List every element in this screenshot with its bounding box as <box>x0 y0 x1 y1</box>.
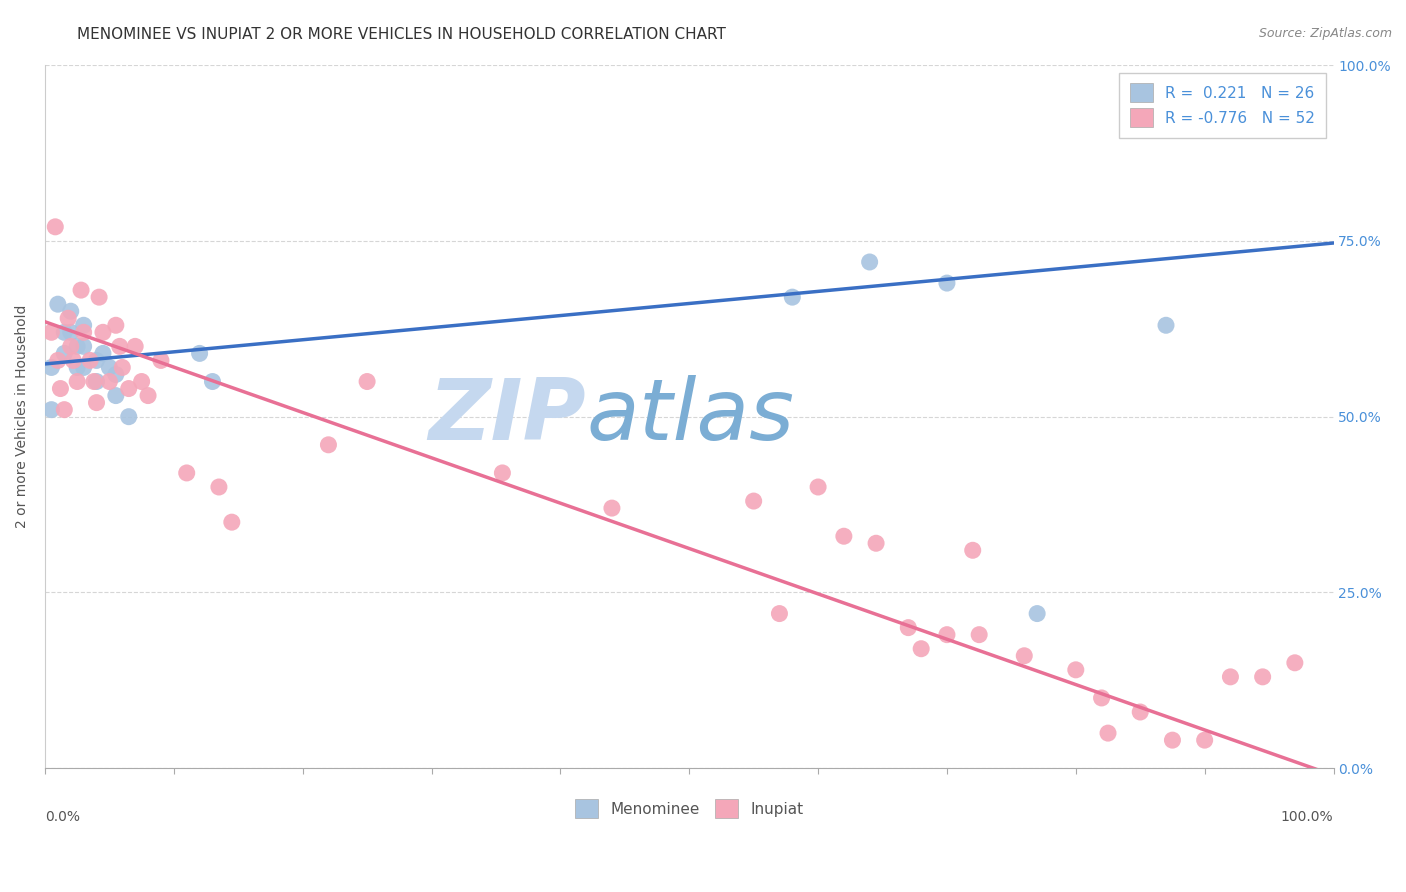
Point <box>832 529 855 543</box>
Point <box>86 353 108 368</box>
Point <box>118 409 141 424</box>
Point <box>44 219 66 234</box>
Point <box>768 607 790 621</box>
Point <box>72 318 94 333</box>
Point <box>104 388 127 402</box>
Point <box>807 480 830 494</box>
Point <box>59 326 82 340</box>
Point <box>865 536 887 550</box>
Point <box>104 318 127 333</box>
Point <box>1090 690 1112 705</box>
Point <box>742 494 765 508</box>
Point <box>1097 726 1119 740</box>
Point <box>1012 648 1035 663</box>
Point <box>967 628 990 642</box>
Point <box>62 353 84 368</box>
Point <box>66 375 89 389</box>
Point <box>72 360 94 375</box>
Point <box>356 375 378 389</box>
Point <box>87 290 110 304</box>
Text: atlas: atlas <box>586 376 794 458</box>
Point <box>131 375 153 389</box>
Point <box>124 339 146 353</box>
Point <box>79 353 101 368</box>
Text: MENOMINEE VS INUPIAT 2 OR MORE VEHICLES IN HOUSEHOLD CORRELATION CHART: MENOMINEE VS INUPIAT 2 OR MORE VEHICLES … <box>77 27 727 42</box>
Point <box>859 255 882 269</box>
Point <box>188 346 211 360</box>
Point <box>66 360 89 375</box>
Point <box>782 290 804 304</box>
Point <box>70 283 93 297</box>
Point <box>98 375 121 389</box>
Point <box>118 382 141 396</box>
Point <box>136 388 159 402</box>
Point <box>1284 656 1306 670</box>
Point <box>1026 607 1049 621</box>
Point <box>318 438 340 452</box>
Point <box>1219 670 1241 684</box>
Point <box>86 375 108 389</box>
Point <box>41 402 63 417</box>
Point <box>86 395 108 409</box>
Text: 0.0%: 0.0% <box>45 811 80 824</box>
Y-axis label: 2 or more Vehicles in Household: 2 or more Vehicles in Household <box>15 305 30 528</box>
Point <box>104 368 127 382</box>
Point <box>59 304 82 318</box>
Point <box>936 628 959 642</box>
Point <box>1154 318 1177 333</box>
Point <box>1251 670 1274 684</box>
Point <box>910 641 932 656</box>
Point <box>41 326 63 340</box>
Point <box>72 339 94 353</box>
Point <box>41 360 63 375</box>
Point <box>46 297 69 311</box>
Legend: Menominee, Inupiat: Menominee, Inupiat <box>569 793 810 824</box>
Point <box>176 466 198 480</box>
Point <box>201 375 224 389</box>
Point <box>83 375 105 389</box>
Point <box>1064 663 1087 677</box>
Point <box>91 326 114 340</box>
Point <box>59 339 82 353</box>
Point <box>72 326 94 340</box>
Point <box>208 480 231 494</box>
Point <box>49 382 72 396</box>
Point <box>600 501 623 516</box>
Point <box>962 543 984 558</box>
Point <box>149 353 172 368</box>
Point <box>936 276 959 290</box>
Text: ZIP: ZIP <box>429 376 586 458</box>
Point <box>53 326 76 340</box>
Point <box>91 346 114 360</box>
Point <box>56 311 79 326</box>
Point <box>491 466 513 480</box>
Point <box>108 339 131 353</box>
Text: Source: ZipAtlas.com: Source: ZipAtlas.com <box>1258 27 1392 40</box>
Text: 100.0%: 100.0% <box>1281 811 1333 824</box>
Point <box>1129 705 1152 719</box>
Point <box>1161 733 1184 747</box>
Point <box>46 353 69 368</box>
Point <box>111 360 134 375</box>
Point <box>897 621 920 635</box>
Point <box>221 515 243 529</box>
Point <box>98 360 121 375</box>
Point <box>53 346 76 360</box>
Point <box>66 339 89 353</box>
Point <box>53 402 76 417</box>
Point <box>1194 733 1216 747</box>
